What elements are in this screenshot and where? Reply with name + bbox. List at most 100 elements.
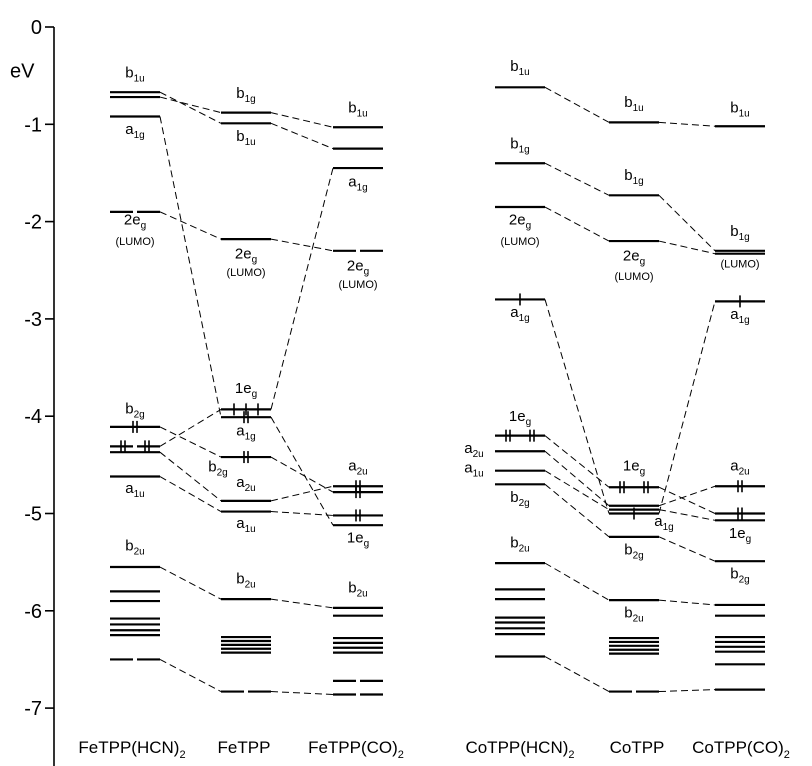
axis-tick-label: -5: [24, 504, 42, 526]
correlation-line: [270, 238, 334, 252]
correlation-line: [159, 566, 222, 600]
correlation-line: [159, 659, 222, 693]
correlation-line: [544, 299, 610, 514]
orbital-label: b2g: [510, 489, 529, 509]
correlation-line: [658, 536, 716, 562]
orbital-label: b2g: [208, 459, 227, 479]
correlation-line: [658, 509, 716, 521]
orbital-label: b1u: [624, 94, 643, 114]
orbital-label: a2u: [236, 474, 255, 494]
orbital-label: 2eg: [347, 257, 369, 277]
correlation-line: [159, 408, 222, 447]
correlation-line: [658, 599, 716, 606]
orbital-label: (LUMO): [614, 271, 653, 283]
correlation-line: [159, 211, 222, 240]
orbital-label: 2eg: [623, 248, 645, 268]
orbital-label: a1u: [236, 515, 255, 535]
orbital-label: 1eg: [623, 458, 645, 478]
correlation-line: [544, 483, 610, 538]
orbital-label: b1u: [510, 58, 529, 78]
orbital-label: 1eg: [235, 380, 257, 400]
correlation-line: [159, 91, 222, 124]
compound-label-coco: CoTPP(CO)2: [692, 738, 790, 761]
orbital-label: 1eg: [347, 530, 369, 550]
orbital-label: a1g: [510, 304, 529, 324]
compound-label-feco: FeTPP(CO)2: [308, 738, 404, 761]
orbital-label: b1u: [236, 128, 255, 148]
correlation-line: [270, 167, 334, 410]
correlation-line: [270, 416, 334, 526]
orbital-label: b1g: [730, 223, 749, 243]
orbital-label: a2u: [348, 458, 367, 478]
orbital-label: a1g: [236, 423, 255, 443]
correlation-line: [270, 511, 334, 516]
orbital-label: b2u: [510, 535, 529, 555]
orbital-label: (LUMO): [720, 258, 759, 270]
compound-labels: FeTPP(HCN)2 FeTPP FeTPP(CO)2 CoTPP(HCN)2 CoT…: [78, 738, 789, 761]
correlation-line: [270, 485, 334, 502]
orbital-label: a2u: [730, 458, 749, 478]
compound-label-co: CoTPP: [610, 738, 665, 757]
orbital-label: 2eg: [124, 212, 146, 232]
orbital-label: b1u: [348, 100, 367, 120]
axis-unit-label: eV: [10, 61, 35, 83]
orbital-label: 2eg: [235, 246, 257, 266]
orbital-label: a2u: [464, 440, 483, 460]
axis-tick-label: -1: [24, 114, 42, 136]
orbital-label: a1g: [730, 306, 749, 326]
orbital-label: 1eg: [509, 408, 531, 428]
axis-tick-label: 0: [31, 17, 42, 39]
correlation-line: [270, 122, 334, 150]
orbital-label: b2u: [624, 605, 643, 625]
correlation-line: [159, 116, 222, 418]
correlation-line: [270, 598, 334, 609]
orbital-label: b1u: [125, 65, 144, 85]
correlation-line: [544, 450, 610, 507]
orbital-label: b1g: [510, 136, 529, 156]
correlation-line: [270, 456, 334, 493]
correlation-line: [159, 451, 222, 502]
energy-axis: 0 -1 -2 -3 -4 -5 -6 -7 eV: [10, 17, 55, 766]
correlation-line: [270, 691, 334, 695]
energy-levels: [110, 86, 765, 696]
correlation-line: [658, 194, 716, 252]
compound-label-fe: FeTPP: [218, 738, 271, 757]
orbital-label: (LUMO): [500, 236, 539, 248]
correlation-line: [270, 112, 334, 128]
correlation-line: [544, 86, 610, 123]
axis-tick-label: -2: [24, 212, 42, 234]
axis-tick-label: -4: [24, 406, 42, 428]
compound-label-cohcn: CoTPP(HCN)2: [465, 738, 574, 761]
correlation-line: [159, 96, 222, 114]
correlation-line: [159, 426, 222, 458]
axis-tick-label: -3: [24, 309, 42, 331]
orbital-label: b1g: [624, 167, 643, 187]
axis-tick-label: -7: [24, 698, 42, 720]
orbital-label: a1u: [125, 480, 144, 500]
orbital-label: a1g: [654, 513, 673, 533]
correlation-line: [544, 435, 610, 488]
orbital-label: b1g: [236, 85, 255, 105]
orbital-label: b2g: [624, 541, 643, 561]
correlation-lines: [159, 86, 716, 695]
orbital-label: (LUMO): [226, 267, 265, 279]
orbital-label: a1u: [464, 460, 483, 480]
compound-label-fehcn: FeTPP(HCN)2: [78, 738, 185, 761]
correlation-line: [658, 486, 716, 514]
orbital-label: (LUMO): [115, 236, 154, 248]
correlation-line: [544, 162, 610, 196]
orbital-labels: b1ua1g2eg(LUMO)b2ga1ub2ub1gb1u2eg(LUMO)1…: [115, 58, 759, 625]
orbital-label: 2eg: [509, 212, 531, 232]
orbital-label: b1u: [730, 100, 749, 120]
correlation-line: [159, 476, 222, 512]
orbital-label: 1eg: [729, 525, 751, 545]
correlation-line: [544, 656, 610, 692]
correlation-line: [544, 470, 610, 511]
orbital-label: a1g: [125, 121, 144, 141]
orbital-label: b2u: [125, 537, 144, 557]
orbital-label: b2u: [348, 579, 367, 599]
correlation-line: [658, 240, 716, 255]
correlation-line: [658, 485, 716, 507]
correlation-line: [658, 301, 716, 514]
